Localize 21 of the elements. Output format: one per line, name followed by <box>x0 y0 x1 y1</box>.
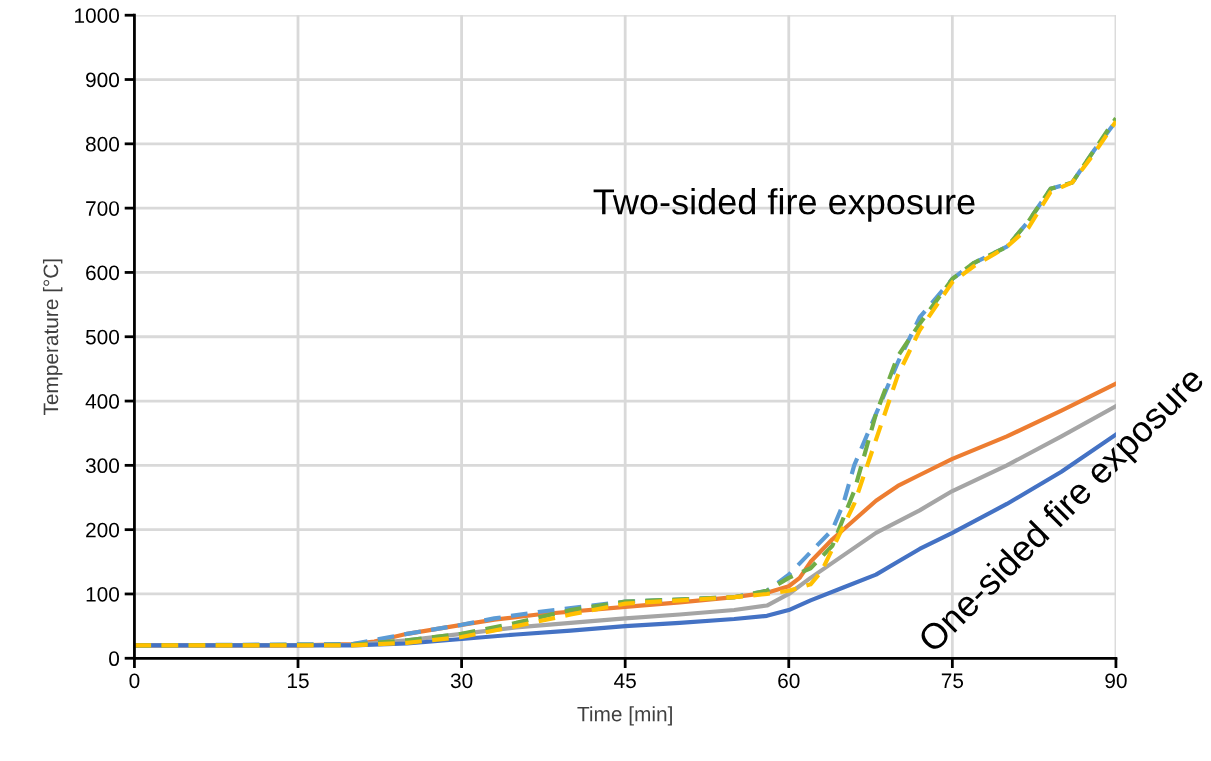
y-tick-label: 500 <box>85 329 120 345</box>
y-tick-label: 800 <box>85 136 120 152</box>
y-tick-label: 900 <box>86 72 120 88</box>
x-axis-title: Time [min] <box>577 706 672 726</box>
annotation: Two-sided fire exposure <box>593 188 975 222</box>
x-tick-label: 75 <box>941 673 964 689</box>
x-tick-label: 45 <box>614 673 636 689</box>
x-tick-label: 15 <box>288 673 309 689</box>
x-tick-label: 30 <box>450 673 473 689</box>
y-tick-label: 200 <box>86 522 120 538</box>
y-tick-label: 100 <box>86 586 120 602</box>
y-tick-label: 0 <box>109 651 120 667</box>
y-tick-label: 700 <box>86 201 120 216</box>
y-axis-title: Temperature [°C] <box>42 259 63 416</box>
x-tick-label: 0 <box>129 673 140 689</box>
y-tick-label: 400 <box>85 394 120 409</box>
y-tick-label: 1000 <box>75 8 120 23</box>
y-tick-label: 300 <box>85 458 120 474</box>
x-tick-label: 90 <box>1105 673 1127 689</box>
x-tick-label: 60 <box>778 673 800 689</box>
y-tick-label: 600 <box>86 265 120 281</box>
